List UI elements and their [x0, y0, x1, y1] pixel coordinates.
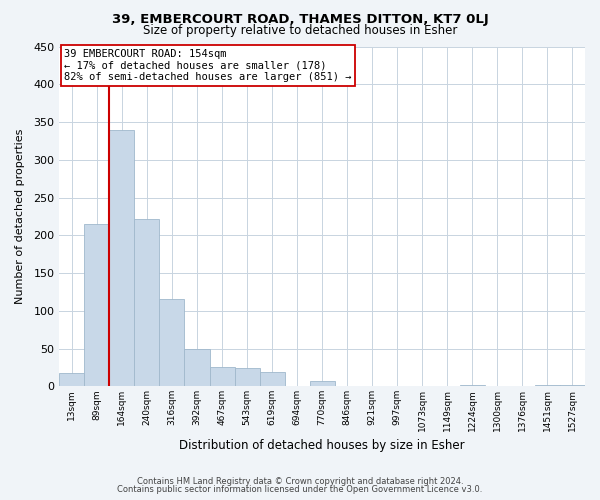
Text: 39, EMBERCOURT ROAD, THAMES DITTON, KT7 0LJ: 39, EMBERCOURT ROAD, THAMES DITTON, KT7 … — [112, 12, 488, 26]
Bar — [535, 385, 560, 386]
Text: Contains HM Land Registry data © Crown copyright and database right 2024.: Contains HM Land Registry data © Crown c… — [137, 477, 463, 486]
X-axis label: Distribution of detached houses by size in Esher: Distribution of detached houses by size … — [179, 440, 465, 452]
Bar — [460, 385, 485, 386]
Bar — [59, 372, 85, 386]
Bar — [160, 300, 184, 386]
Bar — [209, 366, 235, 386]
Bar — [134, 218, 160, 386]
Bar — [560, 385, 585, 386]
Text: 39 EMBERCOURT ROAD: 154sqm
← 17% of detached houses are smaller (178)
82% of sem: 39 EMBERCOURT ROAD: 154sqm ← 17% of deta… — [64, 49, 352, 82]
Text: Contains public sector information licensed under the Open Government Licence v3: Contains public sector information licen… — [118, 485, 482, 494]
Text: Size of property relative to detached houses in Esher: Size of property relative to detached ho… — [143, 24, 457, 37]
Bar — [235, 368, 260, 386]
Bar — [310, 381, 335, 386]
Bar — [85, 224, 109, 386]
Bar — [260, 372, 284, 386]
Y-axis label: Number of detached properties: Number of detached properties — [15, 128, 25, 304]
Bar — [109, 130, 134, 386]
Bar — [184, 348, 209, 387]
